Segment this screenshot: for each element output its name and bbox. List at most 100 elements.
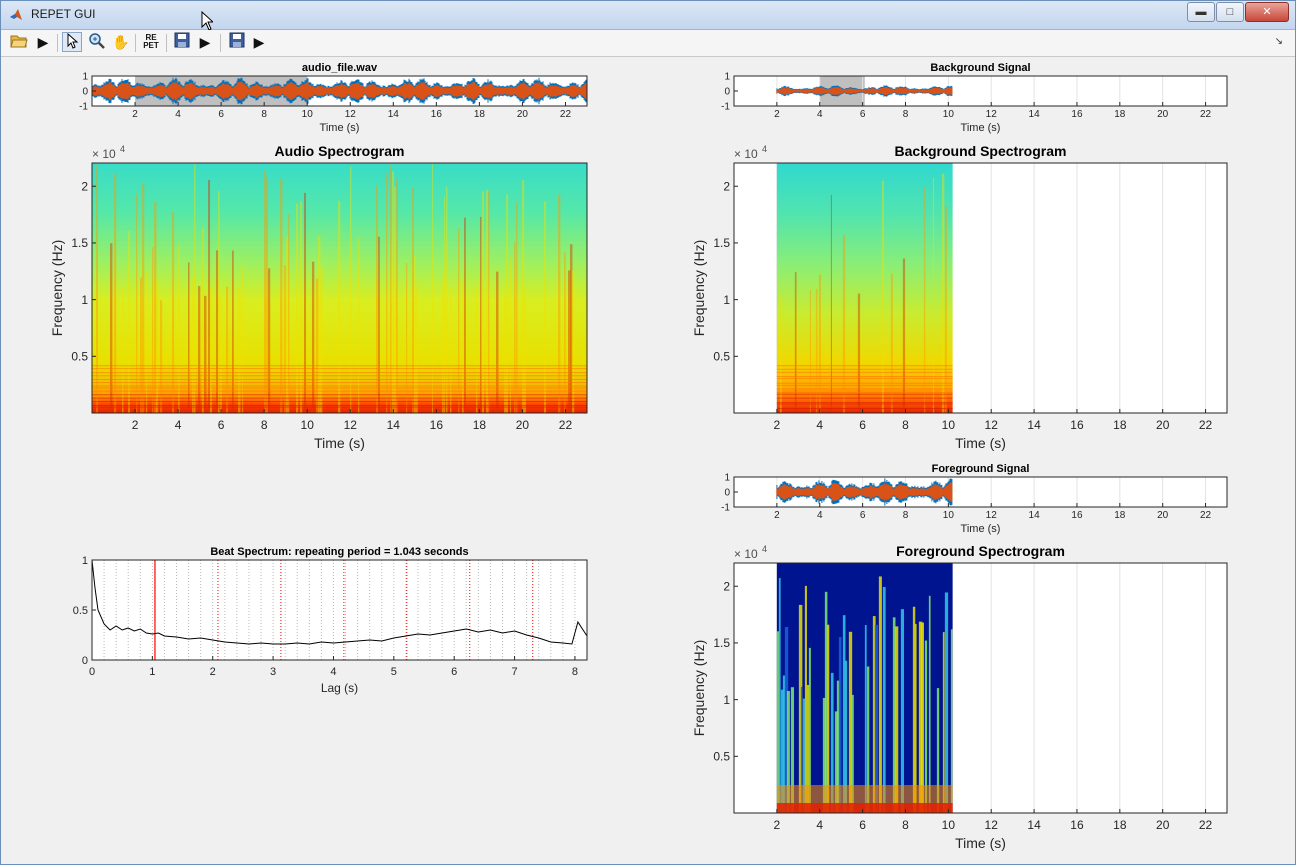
x-tick-label: 2 (774, 818, 781, 832)
x-tick-label: 8 (903, 109, 909, 120)
x-axis-label: Time (s) (955, 435, 1006, 451)
spectrogram-streak (450, 288, 452, 413)
spectrogram-streak (204, 295, 207, 413)
spectrogram-streak (396, 178, 398, 413)
x-axis-label: Time (s) (961, 122, 1001, 134)
x-tick-label: 14 (1027, 818, 1041, 832)
foreground-spectrogram-axes[interactable]: Foreground Spectrogram × 10 4 2 1.5 1 0.5 2 4 6 8 1… (691, 543, 1228, 851)
x-tick-label: 10 (943, 510, 955, 521)
audio-spectrogram-axes[interactable]: Audio Spectrogram × 10 4 2 1.5 1 0.5 2 4 6 8 10 12 14… (49, 143, 588, 451)
save-foreground-icon[interactable] (227, 32, 247, 52)
spectrogram-streak (524, 289, 526, 413)
spectrogram-streak (154, 202, 157, 413)
x-tick-label: 14 (387, 418, 401, 432)
spectrogram-streak (806, 684, 810, 813)
x-tick-label: 4 (175, 418, 182, 432)
arrow-cursor-icon[interactable] (62, 32, 82, 52)
folder-open-icon[interactable] (9, 32, 29, 52)
x-tick-label: 20 (516, 418, 530, 432)
x-tick-label: 8 (572, 666, 578, 678)
spectrogram-streak (188, 262, 190, 413)
repet-button[interactable]: RE PET (141, 32, 161, 54)
x-tick-label: 22 (1200, 510, 1212, 521)
y-tick-label: -1 (721, 102, 730, 113)
x-axis-label: Time (s) (955, 835, 1006, 851)
maximize-button[interactable]: □ (1216, 2, 1244, 22)
spectrogram-streak (318, 235, 321, 413)
close-button[interactable]: ✕ (1245, 2, 1289, 22)
spectrogram-streak (808, 647, 811, 813)
toolbar-overflow-arrow-icon[interactable]: ↘ (1274, 36, 1283, 47)
play-icon[interactable]: ▶ (37, 34, 49, 50)
x-tick-label: 18 (1114, 510, 1126, 521)
y-tick-label: 0 (82, 87, 88, 98)
x-tick-label: 8 (261, 418, 268, 432)
beat-spectrum-axes[interactable]: Beat Spectrum: repeating period = 1.043 … (73, 546, 588, 695)
y-axis-label: Frequency (Hz) (49, 240, 65, 336)
spectrogram-streak (194, 164, 196, 413)
x-tick-label: 6 (859, 818, 866, 832)
hand-pan-icon[interactable]: ✋ (112, 34, 130, 50)
x-tick-label: 8 (902, 418, 909, 432)
x-tick-label: 6 (859, 418, 866, 432)
x-axis-label: Time (s) (320, 122, 360, 134)
x-tick-label: 20 (1156, 418, 1170, 432)
spectrogram-streak (838, 637, 842, 813)
x-tick-label: 4 (817, 109, 823, 120)
minimize-button[interactable]: ▬ (1187, 2, 1215, 22)
spectrogram-streak (304, 192, 307, 413)
background-spectrogram-axes[interactable]: Background Spectrogram × 10 4 2 1.5 1 0.5 2 4 6 8 1… (691, 143, 1228, 451)
spectrogram-streak (96, 165, 98, 413)
spectrogram-streak (208, 179, 211, 413)
spectrogram-streak (882, 587, 886, 813)
toolbar: ▶ ✋ RE PET ▶ ▶ ↘ (1, 30, 1295, 57)
spectrogram-streak (826, 624, 830, 813)
axis-exponent-power: 4 (120, 144, 125, 154)
spectrogram-streak (416, 284, 418, 413)
y-axis-label: Frequency (Hz) (691, 640, 707, 736)
spectrogram-streak (496, 271, 499, 413)
spectrogram-streak (192, 276, 194, 413)
x-tick-label: 0 (89, 666, 95, 678)
y-tick-label: 0.5 (71, 350, 88, 364)
save-background-icon[interactable] (172, 32, 192, 52)
spectrogram-streak (210, 284, 213, 413)
y-tick-label: 2 (81, 179, 88, 193)
play-foreground-icon[interactable]: ▶ (253, 34, 265, 50)
spectrogram-streak (794, 272, 797, 413)
toolbar-separator (135, 34, 136, 52)
x-tick-label: 8 (902, 818, 909, 832)
x-tick-label: 12 (985, 818, 999, 832)
spectrogram-streak (918, 621, 923, 813)
spectrogram-streak (522, 180, 525, 413)
spectrogram-streak (510, 257, 512, 413)
spectrogram-streak (284, 264, 286, 413)
spectrogram-streak (809, 290, 811, 413)
spectrogram-streak (198, 286, 201, 413)
x-tick-label: 14 (388, 109, 400, 120)
axis-exponent: × 10 (734, 547, 758, 561)
axes-box (733, 562, 1228, 814)
x-tick-label: 10 (942, 818, 956, 832)
zoom-icon[interactable] (87, 32, 107, 52)
x-tick-label: 4 (330, 666, 336, 678)
spectrogram-streak (114, 173, 117, 413)
spectrogram-streak (178, 244, 180, 413)
spectrogram-image (776, 163, 953, 413)
x-tick-label: 2 (774, 418, 781, 432)
y-tick-label: 1.5 (713, 236, 730, 250)
spectrogram-streak (866, 666, 870, 813)
y-tick-label: 0 (82, 655, 88, 667)
title-bar[interactable]: REPET GUI ▬ □ ✕ (1, 1, 1295, 31)
spectrogram-streak (136, 194, 138, 413)
axes-title: Audio Spectrogram (275, 143, 405, 159)
spectrogram-streak (504, 294, 507, 413)
play-background-icon[interactable]: ▶ (199, 34, 211, 50)
mouse-pointer-icon (201, 11, 213, 31)
spectrogram-streak (488, 190, 490, 413)
spectrogram-streak (202, 227, 204, 413)
spectrogram-streak (780, 689, 784, 813)
